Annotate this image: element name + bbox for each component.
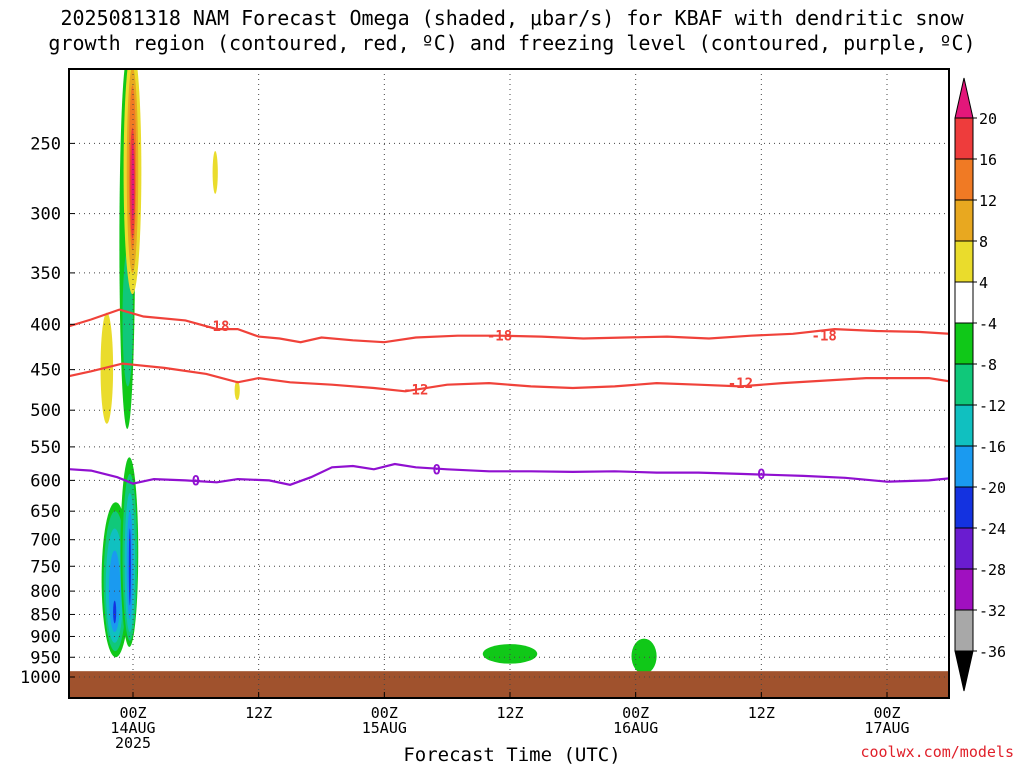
x-tick-label: 14AUG (110, 719, 155, 737)
y-tick-label: 650 (30, 502, 61, 522)
y-tick-label: 1000 (20, 668, 61, 688)
colorbar-swatch (954, 486, 974, 529)
omega-shading (69, 69, 949, 698)
title-line-1: 2025081318 NAM Forecast Omega (shaded, μ… (60, 6, 964, 30)
omega-cell (113, 600, 117, 624)
y-tick-label: 700 (30, 531, 61, 551)
chart-title: 2025081318 NAM Forecast Omega (shaded, μ… (0, 6, 1024, 56)
y-tick-label: 350 (30, 264, 61, 284)
x-tick-label: 00Z (119, 704, 146, 722)
colorbar-swatch (954, 445, 974, 488)
colorbar-swatch (954, 527, 974, 570)
colorbar-label: -24 (979, 520, 1006, 538)
omega-cell (482, 644, 538, 664)
colorbar-label: -20 (979, 479, 1006, 497)
y-tick-label: 600 (30, 471, 61, 491)
colorbar-label: -4 (979, 315, 997, 333)
contour-label: -12 (403, 383, 428, 399)
ground-fill (69, 671, 949, 698)
colorbar-swatch (954, 322, 974, 365)
plot-frame (68, 68, 950, 699)
colorbar-label: 8 (979, 233, 988, 251)
contour-line (69, 462, 949, 486)
y-tick-label: 750 (30, 557, 61, 577)
contour-line (69, 308, 949, 344)
contour-label: 0 (432, 462, 440, 478)
colorbar-label: -8 (979, 356, 997, 374)
y-tick-label: 550 (30, 438, 61, 458)
x-tick-label: 00Z (622, 704, 649, 722)
colorbar-swatch (954, 281, 974, 324)
contour-label: -18 (812, 329, 837, 345)
x-axis-title: Forecast Time (UTC) (403, 744, 621, 766)
colorbar-label: 16 (979, 151, 997, 169)
x-tick-label: 15AUG (362, 719, 407, 737)
colorbar-swatch (954, 363, 974, 406)
colorbar-swatch (954, 240, 974, 283)
x-tick-label: 12Z (245, 704, 272, 722)
x-tick-label: 16AUG (613, 719, 658, 737)
colorbar-label: -36 (979, 643, 1006, 661)
contour-label: 0 (192, 473, 200, 489)
colorbar-bottom-arrow (954, 650, 974, 692)
colorbar-label: -12 (979, 397, 1006, 415)
colorbar-swatch (954, 117, 974, 160)
colorbar-swatch (954, 158, 974, 201)
x-tick-label: 00Z (873, 704, 900, 722)
x-tick-label: 2025 (115, 734, 151, 752)
y-tick-label: 800 (30, 582, 61, 602)
colorbar-label: -28 (979, 561, 1006, 579)
contour-label: -18 (204, 319, 229, 335)
colorbar: 20 16 12 8 4 -4 -8 -12 -16 -20 -24 -28 -32 -36 (954, 77, 1006, 692)
colorbar-swatch (954, 404, 974, 447)
contour-label: -12 (728, 376, 753, 392)
omega-cell (212, 151, 218, 194)
y-tick-label: 250 (30, 134, 61, 154)
contour-label: -18 (487, 329, 512, 345)
x-tick-label: 12Z (496, 704, 523, 722)
y-tick-label: 450 (30, 361, 61, 381)
x-tick-label: 12Z (748, 704, 775, 722)
colorbar-top-arrow (954, 77, 974, 119)
credit-text: coolwx.com/models (860, 743, 1014, 761)
y-tick-label: 850 (30, 605, 61, 625)
x-tick-label: 00Z (371, 704, 398, 722)
omega-cell (234, 380, 240, 401)
colorbar-label: 4 (979, 274, 988, 292)
contour-line (69, 362, 949, 393)
colorbar-swatch (954, 199, 974, 242)
contour-label: 0 (757, 467, 765, 483)
y-tick-label: 900 (30, 627, 61, 647)
colorbar-swatch (954, 609, 974, 652)
colorbar-label: -32 (979, 602, 1006, 620)
y-tick-label: 500 (30, 401, 61, 421)
omega-cell (631, 638, 657, 674)
y-tick-label: 950 (30, 648, 61, 668)
title-line-2: growth region (contoured, red, ºC) and f… (48, 31, 976, 55)
omega-cell (128, 528, 131, 606)
axes: 2503003504004505005506006507007508008509… (20, 68, 950, 752)
omega-cell (131, 143, 135, 220)
y-tick-label: 300 (30, 205, 61, 225)
colorbar-label: 12 (979, 192, 997, 210)
colorbar-label: -16 (979, 438, 1006, 456)
y-tick-label: 400 (30, 315, 61, 335)
colorbar-label: 20 (979, 110, 997, 128)
grid-lines (69, 69, 949, 698)
colorbar-swatch (954, 568, 974, 611)
contour-lines: -18 -18 -18 -12 -12 0 0 0 (69, 308, 949, 489)
x-tick-label: 17AUG (864, 719, 909, 737)
